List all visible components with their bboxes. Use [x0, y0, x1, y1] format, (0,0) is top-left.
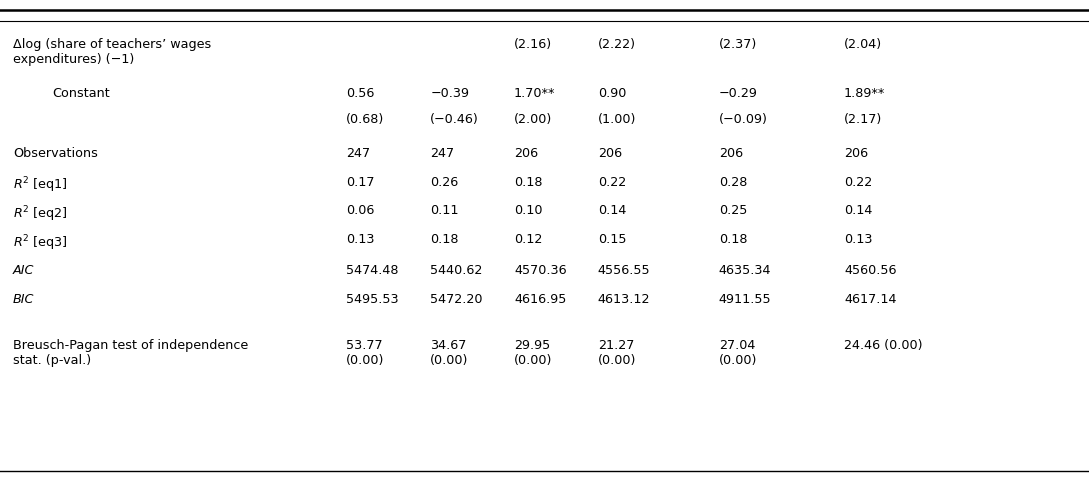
Text: 0.28: 0.28 [719, 175, 747, 188]
Text: 29.95
(0.00): 29.95 (0.00) [514, 338, 552, 366]
Text: 21.27
(0.00): 21.27 (0.00) [598, 338, 636, 366]
Text: (2.37): (2.37) [719, 38, 757, 51]
Text: 0.14: 0.14 [844, 204, 872, 217]
Text: (0.68): (0.68) [346, 113, 384, 126]
Text: 0.13: 0.13 [844, 233, 872, 246]
Text: 0.22: 0.22 [598, 175, 626, 188]
Text: −0.39: −0.39 [430, 86, 469, 99]
Text: 24.46 (0.00): 24.46 (0.00) [844, 338, 922, 351]
Text: 0.90: 0.90 [598, 86, 626, 99]
Text: 0.22: 0.22 [844, 175, 872, 188]
Text: 4560.56: 4560.56 [844, 263, 896, 276]
Text: (−0.09): (−0.09) [719, 113, 768, 126]
Text: 0.15: 0.15 [598, 233, 626, 246]
Text: 0.06: 0.06 [346, 204, 375, 217]
Text: 4635.34: 4635.34 [719, 263, 771, 276]
Text: (2.04): (2.04) [844, 38, 882, 51]
Text: 4617.14: 4617.14 [844, 293, 896, 306]
Text: 5472.20: 5472.20 [430, 293, 482, 306]
Text: 0.25: 0.25 [719, 204, 747, 217]
Text: 4570.36: 4570.36 [514, 263, 566, 276]
Text: $R^2$ [eq2]: $R^2$ [eq2] [13, 204, 68, 224]
Text: (−0.46): (−0.46) [430, 113, 479, 126]
Text: 0.12: 0.12 [514, 233, 542, 246]
Text: AIC: AIC [13, 263, 35, 276]
Text: 4556.55: 4556.55 [598, 263, 650, 276]
Text: Δlog (share of teachers’ wages
expenditures) (−1): Δlog (share of teachers’ wages expenditu… [13, 38, 211, 66]
Text: 0.14: 0.14 [598, 204, 626, 217]
Text: 53.77
(0.00): 53.77 (0.00) [346, 338, 384, 366]
Text: 5495.53: 5495.53 [346, 293, 399, 306]
Text: 4613.12: 4613.12 [598, 293, 650, 306]
Text: 34.67
(0.00): 34.67 (0.00) [430, 338, 468, 366]
Text: 4616.95: 4616.95 [514, 293, 566, 306]
Text: 5440.62: 5440.62 [430, 263, 482, 276]
Text: 0.11: 0.11 [430, 204, 458, 217]
Text: −0.29: −0.29 [719, 86, 758, 99]
Text: 27.04
(0.00): 27.04 (0.00) [719, 338, 757, 366]
Text: Observations: Observations [13, 146, 98, 159]
Text: 0.17: 0.17 [346, 175, 375, 188]
Text: 4911.55: 4911.55 [719, 293, 771, 306]
Text: 1.89**: 1.89** [844, 86, 885, 99]
Text: 1.70**: 1.70** [514, 86, 555, 99]
Text: 0.13: 0.13 [346, 233, 375, 246]
Text: 206: 206 [514, 146, 538, 159]
Text: (2.17): (2.17) [844, 113, 882, 126]
Text: Breusch-Pagan test of independence
stat. (p-val.): Breusch-Pagan test of independence stat.… [13, 338, 248, 366]
Text: (1.00): (1.00) [598, 113, 636, 126]
Text: 206: 206 [598, 146, 622, 159]
Text: 0.18: 0.18 [430, 233, 458, 246]
Text: 0.26: 0.26 [430, 175, 458, 188]
Text: 0.18: 0.18 [719, 233, 747, 246]
Text: 0.10: 0.10 [514, 204, 542, 217]
Text: 5474.48: 5474.48 [346, 263, 399, 276]
Text: Constant: Constant [52, 86, 110, 99]
Text: 247: 247 [346, 146, 370, 159]
Text: 0.56: 0.56 [346, 86, 375, 99]
Text: 206: 206 [844, 146, 868, 159]
Text: 0.18: 0.18 [514, 175, 542, 188]
Text: (2.00): (2.00) [514, 113, 552, 126]
Text: 247: 247 [430, 146, 454, 159]
Text: (2.22): (2.22) [598, 38, 636, 51]
Text: (2.16): (2.16) [514, 38, 552, 51]
Text: 206: 206 [719, 146, 743, 159]
Text: $R^2$ [eq3]: $R^2$ [eq3] [13, 233, 68, 252]
Text: BIC: BIC [13, 293, 35, 306]
Text: $R^2$ [eq1]: $R^2$ [eq1] [13, 175, 68, 195]
